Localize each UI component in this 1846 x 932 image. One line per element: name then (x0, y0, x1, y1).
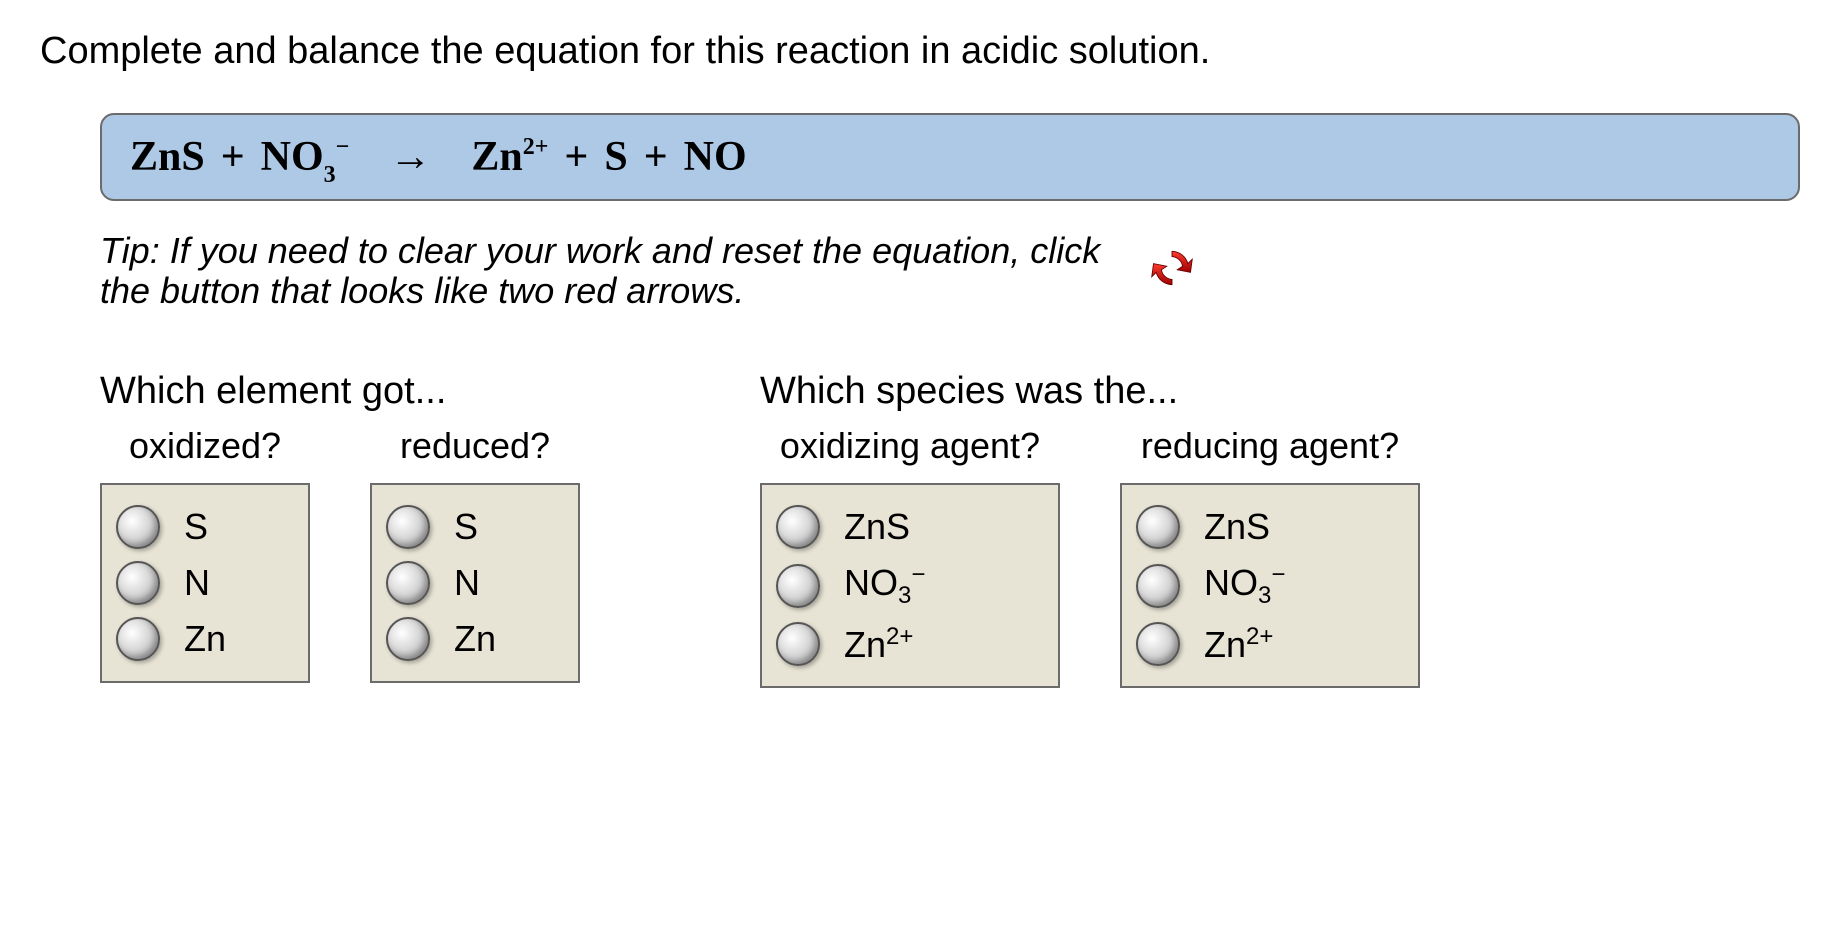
reducing-agent-option-2-label: Zn2+ (1204, 623, 1273, 666)
opt-sup: 2+ (886, 623, 913, 650)
reduced-option-2[interactable]: Zn (386, 611, 554, 667)
oxidizing-agent-option-2[interactable]: Zn2+ (776, 616, 1034, 672)
reduced-option-1[interactable]: N (386, 555, 554, 611)
oxidized-column: oxidized? S N Zn (100, 425, 310, 683)
eq-lhs-term-1-sup: − (336, 134, 350, 160)
opt-base: Zn (844, 624, 886, 665)
reducing-agent-option-0-label: ZnS (1204, 506, 1270, 548)
radio-icon[interactable] (776, 505, 820, 549)
radio-icon[interactable] (386, 561, 430, 605)
reduced-option-0[interactable]: S (386, 499, 554, 555)
eq-arrow: → (359, 133, 461, 181)
radio-icon[interactable] (386, 505, 430, 549)
opt-sub: 3 (898, 582, 911, 609)
radio-icon[interactable] (776, 622, 820, 666)
page-root: Complete and balance the equation for th… (0, 0, 1846, 718)
reduced-option-2-label: Zn (454, 618, 496, 660)
questions-area: Which element got... oxidized? S N (40, 370, 1806, 688)
radio-icon[interactable] (776, 564, 820, 608)
opt-base: NO (844, 562, 898, 603)
eq-rhs-term-1-base: S (604, 134, 627, 180)
radio-icon[interactable] (1136, 564, 1180, 608)
equation-content: ZnS + NO3− → Zn2+ + S + NO (130, 133, 1770, 181)
oxidizing-agent-option-box: ZnS NO3− Zn2+ (760, 483, 1060, 688)
eq-rhs-term-0-sup: 2+ (523, 134, 549, 160)
reducing-agent-option-1-label: NO3− (1204, 561, 1285, 610)
opt-sup: 2+ (1246, 623, 1273, 650)
radio-icon[interactable] (116, 561, 160, 605)
tip-text: Tip: If you need to clear your work and … (100, 231, 1120, 310)
prompt-text: Complete and balance the equation for th… (40, 30, 1806, 73)
reducing-agent-option-2[interactable]: Zn2+ (1136, 616, 1394, 672)
eq-lhs-term-0-base: ZnS (130, 134, 205, 180)
radio-icon[interactable] (1136, 505, 1180, 549)
eq-lhs-term-1: NO3− (261, 133, 350, 181)
reduced-option-0-label: S (454, 506, 478, 548)
oxidizing-agent-option-1-label: NO3− (844, 561, 925, 610)
reducing-agent-column: reducing agent? ZnS NO3− (1120, 425, 1420, 688)
reducing-agent-option-1[interactable]: NO3− (1136, 555, 1394, 616)
oxidized-option-0[interactable]: S (116, 499, 284, 555)
reducing-agent-label: reducing agent? (1120, 425, 1420, 467)
oxidized-option-0-label: S (184, 506, 208, 548)
eq-rhs-term-0-base: Zn (471, 134, 522, 180)
oxidized-option-1[interactable]: N (116, 555, 284, 611)
reducing-agent-option-0[interactable]: ZnS (1136, 499, 1394, 555)
reduced-option-1-label: N (454, 562, 480, 604)
radio-icon[interactable] (116, 617, 160, 661)
oxidizing-agent-option-2-label: Zn2+ (844, 623, 913, 666)
oxidizing-agent-column: oxidizing agent? ZnS NO3− (760, 425, 1060, 688)
oxidized-option-box: S N Zn (100, 483, 310, 683)
radio-icon[interactable] (386, 617, 430, 661)
radio-icon[interactable] (116, 505, 160, 549)
reducing-agent-option-box: ZnS NO3− Zn2+ (1120, 483, 1420, 688)
eq-rhs-term-2: NO (684, 133, 747, 181)
radio-icon[interactable] (1136, 622, 1180, 666)
reset-arrows-icon[interactable] (1150, 246, 1194, 295)
oxidizing-agent-option-1[interactable]: NO3− (776, 555, 1034, 616)
eq-lhs-term-1-base: NO (261, 134, 324, 180)
species-question-group: Which species was the... oxidizing agent… (700, 370, 1420, 688)
eq-plus: + (215, 133, 251, 181)
eq-lhs-term-1-sub: 3 (324, 162, 336, 188)
oxidized-option-2[interactable]: Zn (116, 611, 284, 667)
eq-plus: + (558, 133, 594, 181)
species-subrow: oxidizing agent? ZnS NO3− (700, 425, 1420, 688)
opt-base: ZnS (1204, 506, 1270, 547)
oxidizing-agent-option-0-label: ZnS (844, 506, 910, 548)
element-question-title: Which element got... (100, 370, 580, 413)
oxidizing-agent-label: oxidizing agent? (760, 425, 1060, 467)
eq-lhs-term-0: ZnS (130, 133, 205, 181)
oxidizing-agent-option-0[interactable]: ZnS (776, 499, 1034, 555)
oxidized-label: oxidized? (100, 425, 310, 467)
eq-plus: + (638, 133, 674, 181)
species-question-title: Which species was the... (760, 370, 1420, 413)
opt-sub: 3 (1258, 582, 1271, 609)
reduced-column: reduced? S N Zn (370, 425, 580, 683)
eq-rhs-term-2-base: NO (684, 134, 747, 180)
equation-input-box[interactable]: ZnS + NO3− → Zn2+ + S + NO (100, 113, 1800, 201)
oxidized-option-2-label: Zn (184, 618, 226, 660)
opt-base: Zn (1204, 624, 1246, 665)
opt-sup: − (1271, 561, 1285, 588)
reduced-option-box: S N Zn (370, 483, 580, 683)
tip-row: Tip: If you need to clear your work and … (100, 231, 1806, 310)
oxidized-option-1-label: N (184, 562, 210, 604)
reduced-label: reduced? (370, 425, 580, 467)
opt-base: ZnS (844, 506, 910, 547)
eq-rhs-term-0: Zn2+ (471, 133, 548, 181)
eq-rhs-term-1: S (604, 133, 627, 181)
element-question-group: Which element got... oxidized? S N (40, 370, 580, 688)
element-subrow: oxidized? S N Zn (40, 425, 580, 683)
opt-base: NO (1204, 562, 1258, 603)
opt-sup: − (911, 561, 925, 588)
